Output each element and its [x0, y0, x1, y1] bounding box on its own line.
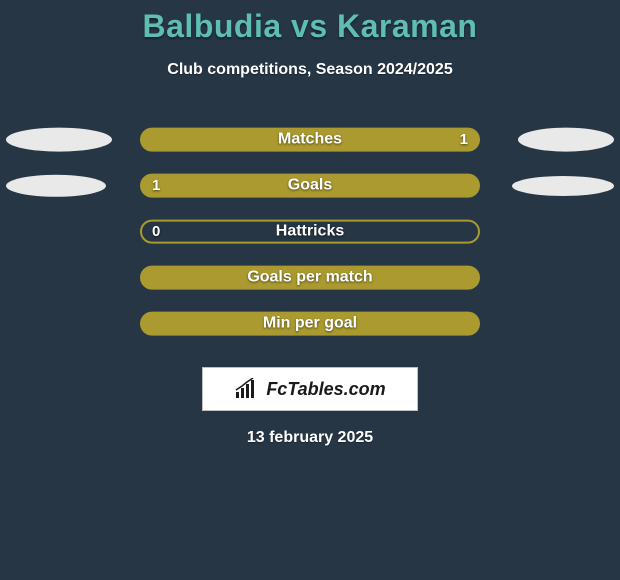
footer-date: 13 february 2025 [0, 429, 620, 447]
stat-label: Hattricks [276, 223, 344, 241]
stat-row: Hattricks 0 [0, 211, 620, 257]
stat-pill: Goals per match [140, 266, 480, 290]
logo-box: FcTables.com [202, 367, 418, 411]
stat-label: Matches [278, 131, 342, 149]
stat-pill: Goals 1 [140, 174, 480, 198]
stat-pill: Hattricks 0 [140, 220, 480, 244]
stat-row: Min per goal [0, 303, 620, 349]
stat-label: Goals [288, 177, 332, 195]
stat-pill: Matches 1 [140, 128, 480, 152]
stat-pill: Min per goal [140, 312, 480, 336]
stat-row: Goals 1 [0, 165, 620, 211]
team-left-ellipse [6, 128, 112, 152]
stat-row: Goals per match [0, 257, 620, 303]
team-left-ellipse [6, 175, 106, 197]
team-right-ellipse [518, 128, 614, 152]
stat-label: Min per goal [263, 315, 357, 333]
page-title: Balbudia vs Karaman [0, 0, 620, 45]
stat-rows: Matches 1 Goals 1 Hattricks 0 Goals per match M… [0, 119, 620, 349]
stat-row: Matches 1 [0, 119, 620, 165]
barchart-icon [234, 378, 262, 400]
comparison-panel: Balbudia vs Karaman Club competitions, S… [0, 0, 620, 580]
stat-value-left: 0 [152, 223, 160, 240]
subtitle: Club competitions, Season 2024/2025 [0, 61, 620, 79]
stat-value-right: 1 [460, 131, 468, 148]
stat-label: Goals per match [247, 269, 372, 287]
logo-text: FcTables.com [266, 379, 385, 400]
stat-value-left: 1 [152, 177, 160, 194]
team-right-ellipse [512, 176, 614, 196]
